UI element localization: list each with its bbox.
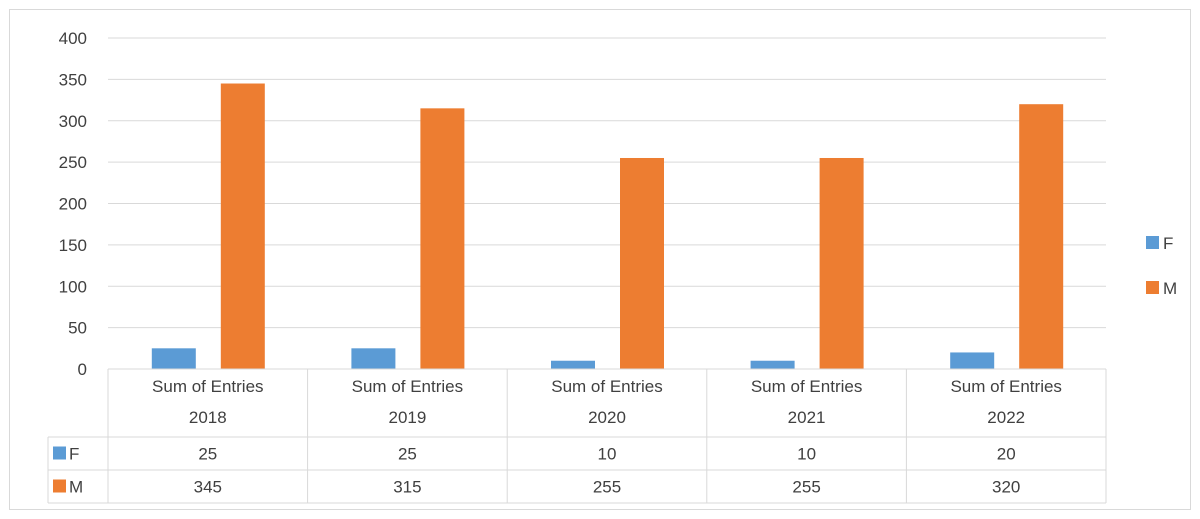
category-label: 2019 (388, 408, 426, 427)
y-axis: 0 50 100 150 200 250 300 350 400 (59, 29, 87, 379)
category-label: Sum of Entries (152, 377, 264, 396)
bar-f-4 (950, 352, 995, 369)
category-label: Sum of Entries (352, 377, 464, 396)
bar-m-0 (220, 83, 265, 369)
legend-label: F (1163, 234, 1173, 253)
y-tick-label: 200 (59, 195, 87, 214)
table-value: 345 (194, 478, 222, 497)
bar-m-1 (420, 108, 465, 370)
table-value: 25 (398, 445, 417, 464)
table-value: 320 (992, 478, 1020, 497)
bar-m-4 (1019, 104, 1064, 369)
y-tick-label: 300 (59, 112, 87, 131)
table-value: 20 (997, 445, 1016, 464)
table-series-label: M (69, 478, 83, 497)
category-label: 2021 (788, 408, 826, 427)
bar-f-3 (750, 360, 795, 369)
y-tick-label: 50 (68, 319, 87, 338)
bar-m-2 (620, 157, 664, 369)
category-label: Sum of Entries (950, 377, 1062, 396)
legend: FM (1146, 234, 1177, 298)
bar-f-1 (351, 348, 396, 369)
category-label: 2020 (588, 408, 626, 427)
y-tick-label: 0 (78, 360, 87, 379)
legend-key-m (1146, 281, 1159, 294)
table-value: 25 (198, 445, 217, 464)
legend-key-f (1146, 236, 1159, 249)
bar-m-3 (819, 157, 864, 369)
category-label: Sum of Entries (551, 377, 663, 396)
table-value: 255 (792, 478, 820, 497)
category-label: Sum of Entries (751, 377, 863, 396)
table-key-m (53, 479, 66, 493)
bars (151, 83, 1064, 370)
legend-label: M (1163, 279, 1177, 298)
y-tick-label: 400 (59, 29, 87, 48)
bar-f-0 (151, 348, 196, 369)
y-tick-label: 350 (59, 70, 87, 89)
table-value: 255 (593, 478, 621, 497)
table-series-label: F (69, 445, 79, 464)
y-tick-label: 250 (59, 153, 87, 172)
table-value: 10 (797, 445, 816, 464)
y-tick-label: 100 (59, 277, 87, 296)
table-value: 10 (598, 445, 617, 464)
category-label: 2018 (189, 408, 227, 427)
gridlines (108, 37, 1106, 329)
data-table: Sum of Entries 2018 Sum of Entries 2019 Sum … (47, 368, 1107, 504)
category-label: 2022 (987, 408, 1025, 427)
table-value: 315 (393, 478, 421, 497)
chart-frame (9, 9, 1191, 510)
y-tick-label: 150 (59, 236, 87, 255)
table-key-f (53, 446, 66, 460)
bar-f-2 (551, 360, 595, 369)
